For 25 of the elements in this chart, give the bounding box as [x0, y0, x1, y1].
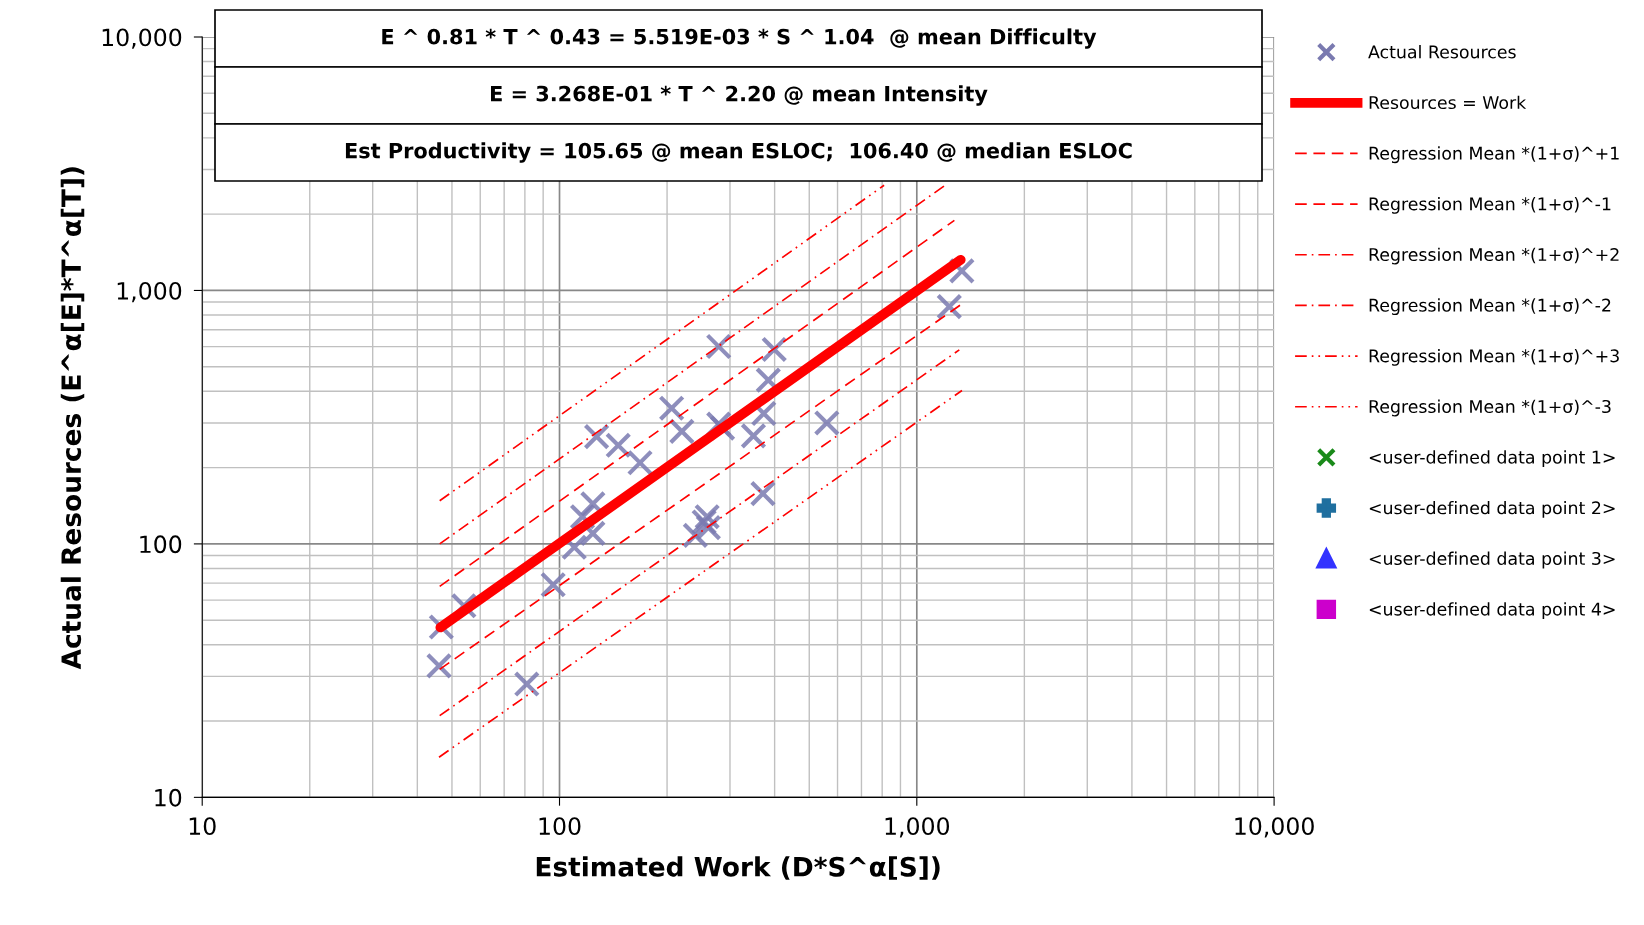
y-tick-label: 10,000	[102, 28, 182, 49]
legend-label: Actual Resources	[1368, 45, 1516, 59]
annotation: E = 3.268E-01 * T ^ 2.20 @ mean Intensity	[491, 85, 988, 106]
annotation: E ^ 0.81 * T ^ 0.43 = 5.519E-03 * S ^ 1.04 @ mean Difficulty	[382, 28, 1097, 49]
x-tick-label: 10	[189, 817, 216, 836]
legend-label: Regression Mean *(1+σ)^-2	[1369, 298, 1611, 316]
legend-label: Regression Mean *(1+σ)^+1	[1369, 146, 1619, 164]
annotation: Est Productivity = 105.65 @ mean ESLOC; 106.40 @ median ESLOC	[345, 142, 1132, 163]
legend-label: <user-defined data point 4>	[1369, 602, 1615, 620]
x-tick-label: 1,000	[885, 817, 950, 838]
y-axis-title: Actual Resources (E^α[E]*T^α[T])	[60, 167, 85, 670]
legend-label: Regression Mean *(1+σ)^+2	[1369, 247, 1619, 265]
x-axis-title: Estimated Work (D*S^α[S])	[536, 856, 940, 880]
legend-label: Regression Mean *(1+σ)^-1	[1369, 196, 1611, 214]
legend-label: <user-defined data point 3>	[1369, 551, 1615, 569]
y-tick-label: 100	[140, 535, 182, 554]
legend-label: <user-defined data point 2>	[1369, 500, 1615, 518]
legend-label: Regression Mean *(1+σ)^+3	[1369, 348, 1619, 366]
y-tick-label: 10	[155, 788, 182, 807]
x-tick-label: 10,000	[1235, 817, 1314, 838]
legend-label: Resources = Work	[1369, 95, 1527, 110]
legend-label: <user-defined data point 1>	[1369, 450, 1615, 468]
legend-label: Regression Mean *(1+σ)^-3	[1369, 399, 1611, 417]
y-tick-label: 1,000	[117, 281, 182, 303]
x-tick-label: 100	[539, 817, 581, 836]
